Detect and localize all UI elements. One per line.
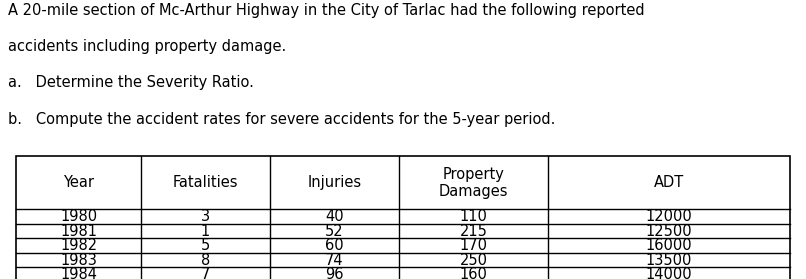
Text: 52: 52 bbox=[325, 223, 344, 239]
Text: 1981: 1981 bbox=[60, 223, 97, 239]
Text: 250: 250 bbox=[459, 252, 488, 268]
Text: Property
Damages: Property Damages bbox=[438, 167, 509, 199]
Text: A 20-mile section of Mc-Arthur Highway in the City of Tarlac had the following r: A 20-mile section of Mc-Arthur Highway i… bbox=[8, 3, 645, 18]
Text: 1: 1 bbox=[201, 223, 210, 239]
Text: 16000: 16000 bbox=[646, 238, 692, 253]
Text: 8: 8 bbox=[201, 252, 210, 268]
Text: 1980: 1980 bbox=[60, 209, 98, 224]
Text: accidents including property damage.: accidents including property damage. bbox=[8, 39, 286, 54]
Text: 14000: 14000 bbox=[646, 267, 692, 279]
Text: 60: 60 bbox=[325, 238, 344, 253]
Text: 3: 3 bbox=[201, 209, 210, 224]
Bar bbox=[16, 156, 790, 279]
Text: ADT: ADT bbox=[654, 175, 684, 190]
Text: Fatalities: Fatalities bbox=[172, 175, 239, 190]
Text: 13500: 13500 bbox=[646, 252, 692, 268]
Text: 215: 215 bbox=[459, 223, 488, 239]
Text: 170: 170 bbox=[459, 238, 488, 253]
Text: 74: 74 bbox=[325, 252, 344, 268]
Text: 110: 110 bbox=[459, 209, 488, 224]
Text: 1982: 1982 bbox=[60, 238, 98, 253]
Text: 7: 7 bbox=[201, 267, 210, 279]
Text: 96: 96 bbox=[326, 267, 343, 279]
Text: 160: 160 bbox=[459, 267, 488, 279]
Text: 1984: 1984 bbox=[60, 267, 97, 279]
Text: a.   Determine the Severity Ratio.: a. Determine the Severity Ratio. bbox=[8, 75, 254, 90]
Text: Year: Year bbox=[63, 175, 94, 190]
Text: 1983: 1983 bbox=[60, 252, 97, 268]
Text: 12500: 12500 bbox=[646, 223, 692, 239]
Text: 12000: 12000 bbox=[646, 209, 692, 224]
Text: 5: 5 bbox=[201, 238, 210, 253]
Text: 40: 40 bbox=[325, 209, 344, 224]
Text: Injuries: Injuries bbox=[307, 175, 362, 190]
Text: b.   Compute the accident rates for severe accidents for the 5-year period.: b. Compute the accident rates for severe… bbox=[8, 112, 555, 127]
